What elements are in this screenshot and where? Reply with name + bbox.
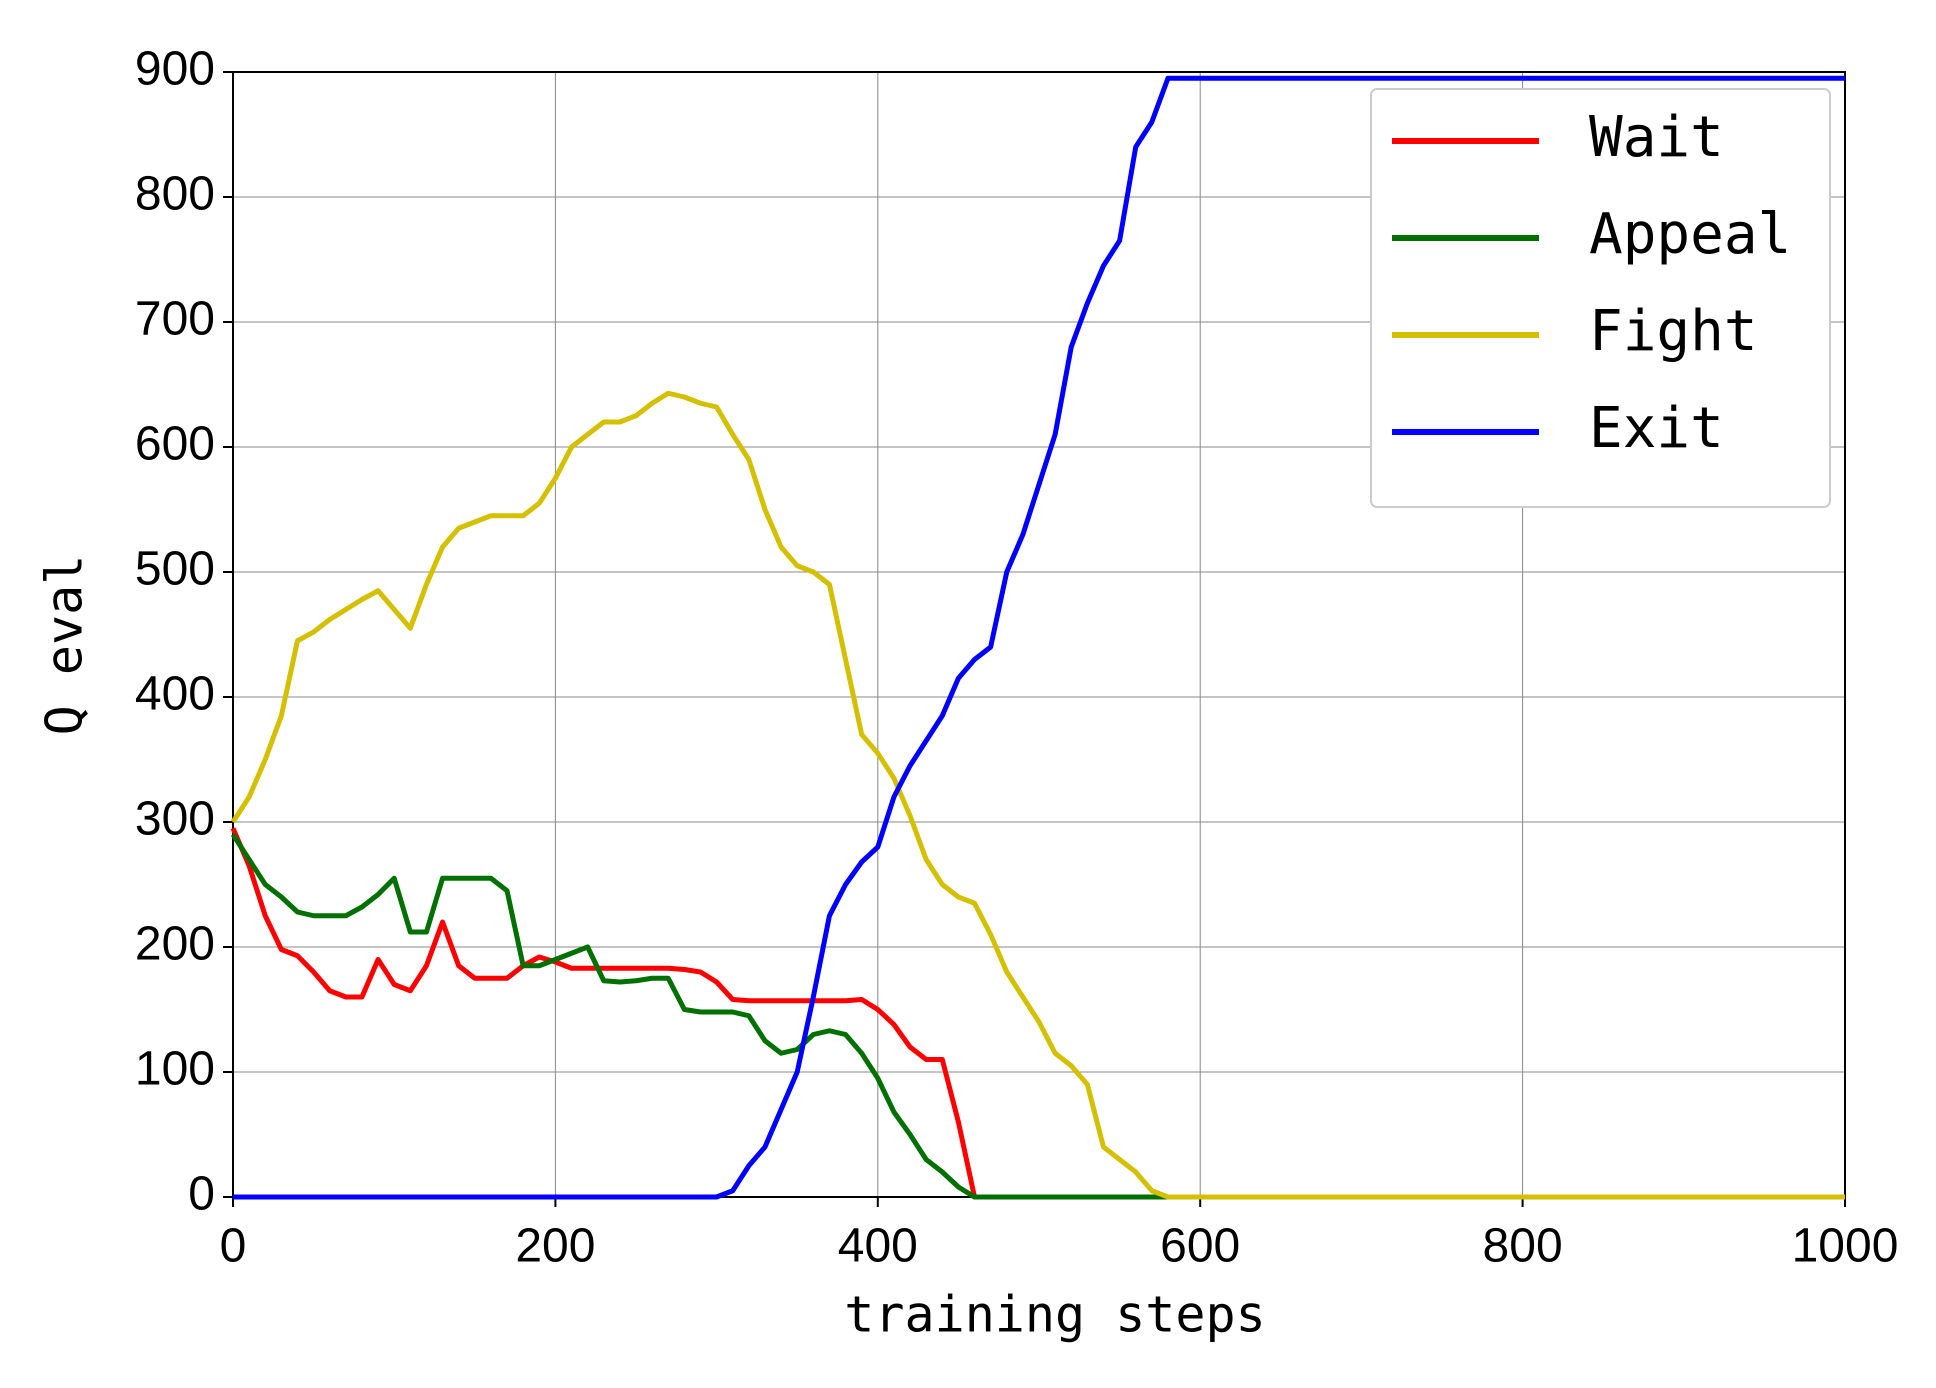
legend-label: Wait bbox=[1589, 105, 1724, 170]
y-tick-label: 200 bbox=[135, 918, 215, 971]
x-tick-label: 1000 bbox=[1792, 1220, 1899, 1273]
y-tick-label: 400 bbox=[135, 668, 215, 721]
y-tick-label: 600 bbox=[135, 418, 215, 471]
y-axis-label: Q eval bbox=[36, 555, 94, 736]
y-tick-label: 900 bbox=[135, 43, 215, 96]
series-line bbox=[230, 390, 1845, 1200]
series-line bbox=[230, 833, 1168, 1200]
x-tick-label: 400 bbox=[838, 1220, 918, 1273]
y-tick-label: 700 bbox=[135, 293, 215, 346]
y-tick-label: 0 bbox=[188, 1168, 215, 1221]
x-tick-label: 200 bbox=[515, 1220, 595, 1273]
x-tick-label: 800 bbox=[1483, 1220, 1563, 1273]
legend-label: Fight bbox=[1589, 299, 1758, 364]
legend-box bbox=[1370, 88, 1831, 508]
y-tick-label: 800 bbox=[135, 168, 215, 221]
x-axis-label: training steps bbox=[844, 1286, 1265, 1344]
y-tick-label: 300 bbox=[135, 793, 215, 846]
x-tick-label: 600 bbox=[1160, 1220, 1240, 1273]
series-line bbox=[233, 75, 1845, 1200]
y-tick-label: 500 bbox=[135, 543, 215, 596]
legend-label: Exit bbox=[1589, 396, 1724, 461]
y-tick-label: 100 bbox=[135, 1043, 215, 1096]
x-tick-label: 0 bbox=[220, 1220, 247, 1273]
legend-label: Appeal bbox=[1589, 202, 1791, 267]
